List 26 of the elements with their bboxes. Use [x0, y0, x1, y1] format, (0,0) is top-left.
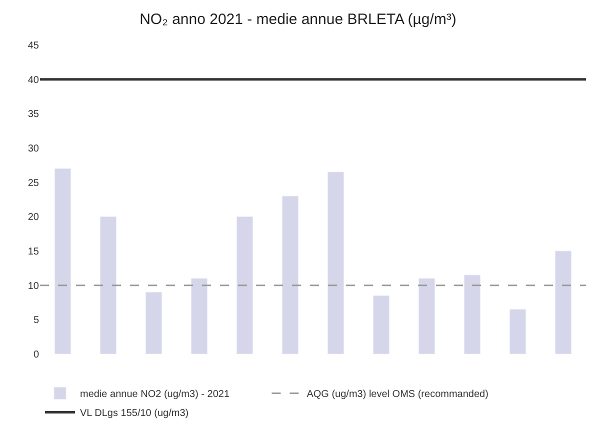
- y-tick-label: 5: [33, 315, 40, 326]
- y-tick-label: 10: [28, 280, 40, 292]
- chart-title: NO₂ anno 2021 - medie annue BRLETA (µg/m³): [140, 10, 456, 28]
- bar: [54, 168, 71, 354]
- y-tick-label: 35: [28, 109, 40, 120]
- legend-label: medie annue NO2 (ug/m3) - 2021: [80, 389, 230, 400]
- bar: [191, 278, 208, 354]
- bar: [373, 295, 390, 354]
- y-tick-label: 15: [28, 246, 40, 258]
- legend-label: AQG (ug/m3) level OMS (recommanded): [306, 389, 488, 400]
- legend-label: VL DLgs 155/10 (ug/m3): [80, 408, 189, 420]
- bar: [464, 274, 480, 354]
- bar: [418, 278, 435, 354]
- bar: [146, 292, 162, 354]
- y-tick-label: 30: [28, 144, 40, 154]
- y-tick-label: 0: [33, 350, 40, 360]
- bar: [555, 250, 572, 354]
- y-tick-label: 45: [28, 40, 40, 52]
- y-tick-label: 25: [28, 178, 40, 189]
- bar: [510, 309, 526, 354]
- bar: [100, 216, 116, 354]
- bar: [282, 196, 298, 354]
- y-tick-label: 40: [28, 74, 40, 86]
- bar: [328, 172, 344, 354]
- bar: [236, 216, 253, 354]
- y-tick-label: 20: [28, 212, 40, 224]
